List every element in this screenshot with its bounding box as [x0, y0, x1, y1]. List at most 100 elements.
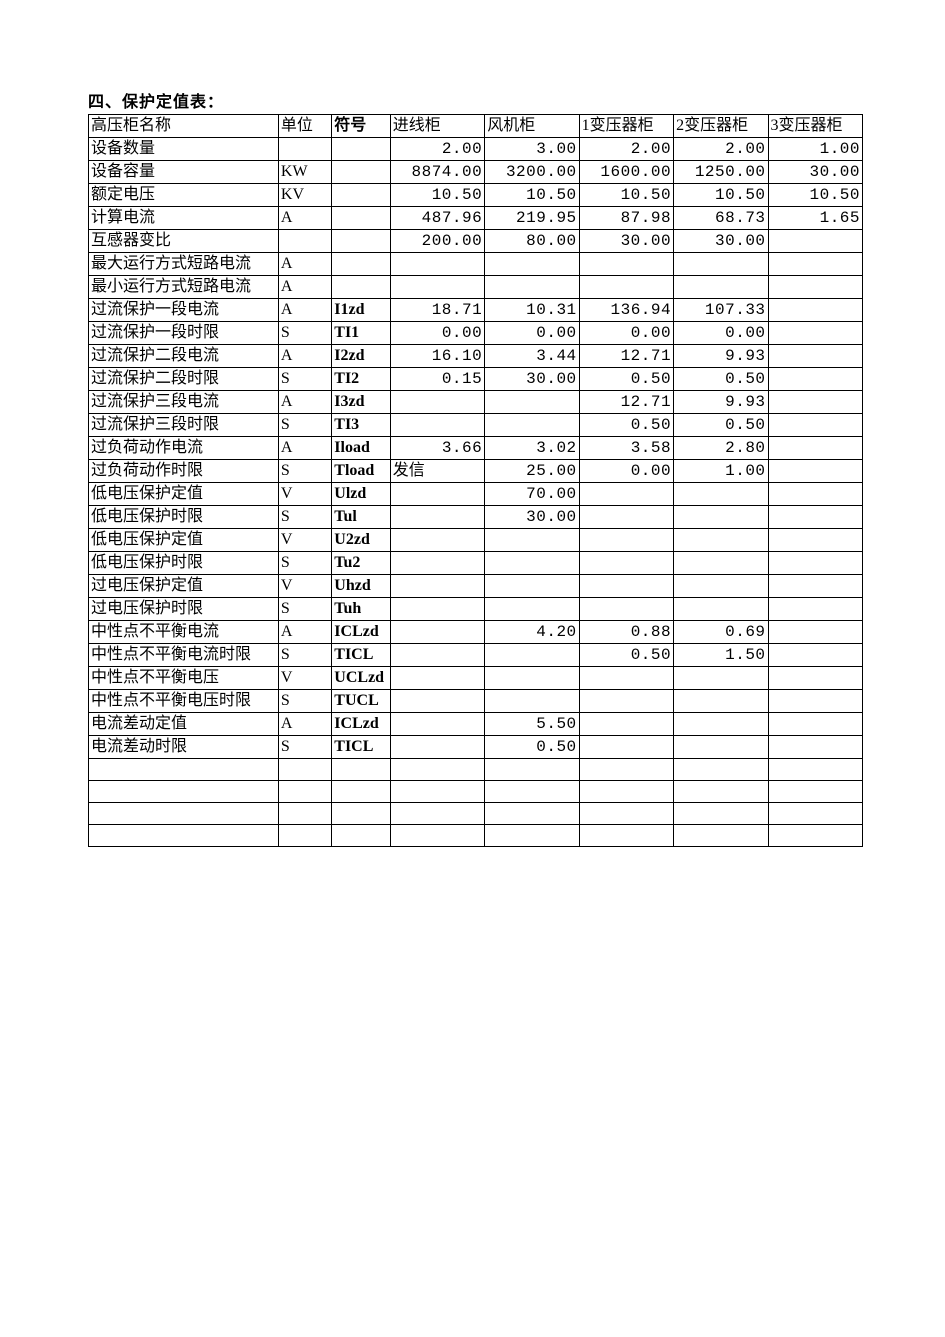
cell-sym — [332, 276, 391, 299]
cell-c5: 10.50 — [768, 184, 862, 207]
cell-c1: 16.10 — [390, 345, 484, 368]
table-row: 中性点不平衡电压VUCLzd — [89, 667, 863, 690]
cell-unit: A — [278, 713, 331, 736]
cell-name: 设备数量 — [89, 138, 279, 161]
cell-c1 — [390, 276, 484, 299]
col-header-sym: 符号 — [332, 115, 391, 138]
cell-sym — [332, 803, 391, 825]
cell-name: 中性点不平衡电压时限 — [89, 690, 279, 713]
cell-c5 — [768, 322, 862, 345]
cell-unit: A — [278, 253, 331, 276]
table-row — [89, 781, 863, 803]
cell-unit: S — [278, 736, 331, 759]
cell-unit: A — [278, 437, 331, 460]
cell-name: 低电压保护时限 — [89, 552, 279, 575]
cell-c4: 0.69 — [674, 621, 768, 644]
cell-c5 — [768, 483, 862, 506]
cell-c1: 18.71 — [390, 299, 484, 322]
cell-c2 — [485, 253, 579, 276]
cell-c3: 1600.00 — [579, 161, 673, 184]
cell-c4 — [674, 667, 768, 690]
cell-name: 过电压保护定值 — [89, 575, 279, 598]
cell-unit — [278, 803, 331, 825]
cell-c5 — [768, 736, 862, 759]
cell-c4 — [674, 529, 768, 552]
cell-c5 — [768, 759, 862, 781]
cell-c4 — [674, 825, 768, 847]
cell-c3: 0.50 — [579, 414, 673, 437]
cell-c1 — [390, 759, 484, 781]
table-row: 额定电压KV10.5010.5010.5010.5010.50 — [89, 184, 863, 207]
table-row: 低电压保护时限STu2 — [89, 552, 863, 575]
cell-c2 — [485, 414, 579, 437]
cell-name: 设备容量 — [89, 161, 279, 184]
cell-c4 — [674, 759, 768, 781]
cell-unit: V — [278, 483, 331, 506]
cell-c5: 1.65 — [768, 207, 862, 230]
cell-c2: 30.00 — [485, 506, 579, 529]
table-row: 电流差动时限STICL0.50 — [89, 736, 863, 759]
cell-c1 — [390, 552, 484, 575]
cell-c5 — [768, 506, 862, 529]
cell-c5 — [768, 437, 862, 460]
cell-c5 — [768, 575, 862, 598]
cell-c3: 30.00 — [579, 230, 673, 253]
cell-name — [89, 803, 279, 825]
cell-c1 — [390, 598, 484, 621]
cell-c3: 0.88 — [579, 621, 673, 644]
cell-c2: 4.20 — [485, 621, 579, 644]
cell-sym: I2zd — [332, 345, 391, 368]
cell-c4 — [674, 506, 768, 529]
cell-sym — [332, 161, 391, 184]
table-row: 过电压保护定值VUhzd — [89, 575, 863, 598]
cell-unit: S — [278, 644, 331, 667]
cell-sym — [332, 825, 391, 847]
cell-c1 — [390, 391, 484, 414]
cell-c2: 25.00 — [485, 460, 579, 483]
cell-sym: TICL — [332, 644, 391, 667]
cell-name: 最小运行方式短路电流 — [89, 276, 279, 299]
cell-c2: 3200.00 — [485, 161, 579, 184]
cell-c4 — [674, 781, 768, 803]
table-row: 中性点不平衡电压时限STUCL — [89, 690, 863, 713]
table-row: 最小运行方式短路电流A — [89, 276, 863, 299]
cell-name: 最大运行方式短路电流 — [89, 253, 279, 276]
cell-c5 — [768, 781, 862, 803]
cell-c4 — [674, 736, 768, 759]
cell-c2: 30.00 — [485, 368, 579, 391]
cell-c5 — [768, 414, 862, 437]
cell-unit: A — [278, 621, 331, 644]
cell-c3 — [579, 713, 673, 736]
cell-name: 额定电压 — [89, 184, 279, 207]
cell-name: 过流保护三段时限 — [89, 414, 279, 437]
cell-c3: 10.50 — [579, 184, 673, 207]
cell-sym: Ulzd — [332, 483, 391, 506]
cell-c1: 2.00 — [390, 138, 484, 161]
col-header-c5: 3变压器柜 — [768, 115, 862, 138]
cell-c1 — [390, 736, 484, 759]
cell-unit: A — [278, 391, 331, 414]
cell-unit: A — [278, 345, 331, 368]
cell-c4 — [674, 483, 768, 506]
cell-unit: V — [278, 575, 331, 598]
cell-name — [89, 781, 279, 803]
cell-name: 过负荷动作时限 — [89, 460, 279, 483]
cell-c2 — [485, 644, 579, 667]
cell-c3: 0.00 — [579, 322, 673, 345]
cell-unit: A — [278, 276, 331, 299]
table-row: 中性点不平衡电流AICLzd4.200.880.69 — [89, 621, 863, 644]
table-row: 中性点不平衡电流时限STICL0.501.50 — [89, 644, 863, 667]
cell-name: 过流保护一段时限 — [89, 322, 279, 345]
cell-c4 — [674, 552, 768, 575]
cell-sym: U2zd — [332, 529, 391, 552]
cell-c5 — [768, 391, 862, 414]
cell-c1 — [390, 483, 484, 506]
cell-c5: 1.00 — [768, 138, 862, 161]
table-row: 过流保护一段电流AI1zd18.7110.31136.94107.33 — [89, 299, 863, 322]
cell-c4: 68.73 — [674, 207, 768, 230]
cell-c1 — [390, 414, 484, 437]
cell-c2: 3.00 — [485, 138, 579, 161]
cell-c4 — [674, 803, 768, 825]
cell-name: 过负荷动作电流 — [89, 437, 279, 460]
col-header-unit: 单位 — [278, 115, 331, 138]
